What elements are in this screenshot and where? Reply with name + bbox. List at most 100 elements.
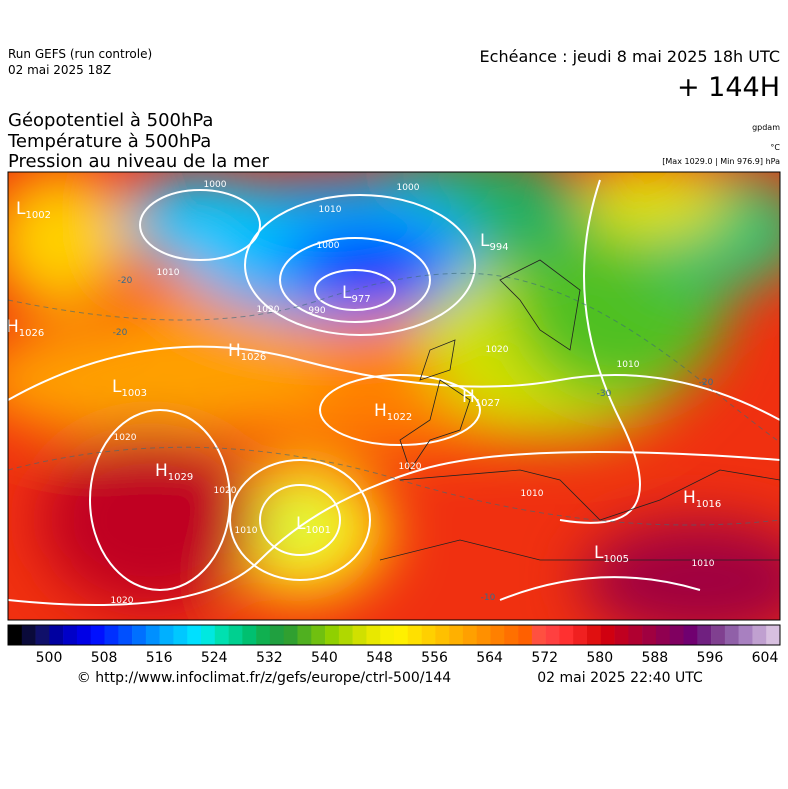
colorbar-swatch bbox=[338, 625, 353, 645]
isobars bbox=[8, 179, 780, 606]
center-kind: H bbox=[155, 461, 168, 481]
pressure-center: L1005 bbox=[594, 543, 629, 565]
pressure-range: [Max 1029.0 | Min 976.9] hPa bbox=[662, 157, 780, 166]
colorbar: 500 508 516 524 532 540 548 556 564 572 580 588 596 6… bbox=[7, 624, 781, 666]
isobar-label: 1010 bbox=[235, 526, 258, 536]
colorbar-swatch bbox=[669, 625, 684, 645]
center-value: 1022 bbox=[387, 412, 412, 423]
center-value: 1001 bbox=[305, 525, 330, 536]
colorbar-swatch bbox=[752, 625, 767, 645]
colorbar-tick-label: 524 bbox=[201, 650, 228, 666]
center-value: 977 bbox=[351, 294, 370, 305]
pressure-center: L1003 bbox=[112, 377, 147, 399]
colorbar-swatch bbox=[683, 625, 698, 645]
colorbar-swatch bbox=[421, 625, 436, 645]
colorbar-swatch bbox=[8, 625, 23, 645]
colorbar-tick-label: 604 bbox=[752, 650, 779, 666]
center-value: 1026 bbox=[19, 328, 44, 339]
colorbar-swatch bbox=[311, 625, 326, 645]
colorbar-tick-label: 500 bbox=[36, 650, 63, 666]
isobar-label: 990 bbox=[308, 306, 325, 316]
colorbar-tick-label: 564 bbox=[476, 650, 503, 666]
center-kind: H bbox=[228, 341, 241, 361]
colorbar-swatch bbox=[697, 625, 712, 645]
center-value: 1026 bbox=[241, 352, 266, 363]
center-value: 1005 bbox=[603, 554, 628, 565]
center-value: 1002 bbox=[25, 210, 50, 221]
center-value: 1016 bbox=[696, 499, 721, 510]
field-name: Pression au niveau de la mer bbox=[8, 151, 270, 172]
pressure-center: H1026 bbox=[228, 341, 266, 363]
run-date: 02 mai 2025 18Z bbox=[8, 63, 111, 77]
colorbar-swatch bbox=[145, 625, 160, 645]
isobar-label: 1010 bbox=[521, 489, 544, 499]
colorbar-swatch bbox=[628, 625, 643, 645]
center-kind: L bbox=[480, 231, 490, 251]
colorbar-swatch bbox=[76, 625, 92, 645]
colorbar-tick-label: 540 bbox=[311, 650, 338, 666]
colorbar-tick-label: 556 bbox=[421, 650, 448, 666]
isotherm-label: -30 bbox=[597, 389, 612, 399]
colorbar-swatch bbox=[545, 625, 560, 645]
colorbar-swatch bbox=[173, 625, 188, 645]
isobar-label: 1010 bbox=[617, 360, 640, 370]
center-kind: L bbox=[342, 283, 352, 303]
colorbar-swatch bbox=[738, 625, 753, 645]
isobar-label: 1010 bbox=[319, 205, 342, 215]
isobar-label: 1020 bbox=[257, 305, 280, 315]
colorbar-swatch bbox=[269, 625, 285, 645]
colorbar-swatch bbox=[256, 625, 271, 645]
isotherm-label: -20 bbox=[113, 328, 128, 338]
map-labels: L1002H1026H1026L1003L977L994H1022H1027H1… bbox=[6, 180, 721, 606]
colorbar-swatch bbox=[600, 625, 615, 645]
pressure-center: L994 bbox=[480, 231, 509, 253]
colorbar-swatch bbox=[518, 625, 533, 645]
colorbar-swatch bbox=[297, 625, 312, 645]
pressure-center: H1029 bbox=[155, 461, 193, 483]
colorbar-swatch bbox=[242, 625, 257, 645]
center-kind: L bbox=[296, 514, 306, 534]
colorbar-frame bbox=[7, 624, 781, 646]
colorbar-swatch bbox=[587, 625, 602, 645]
colorbar-swatch bbox=[283, 625, 298, 645]
generated-time: 02 mai 2025 22:40 UTC bbox=[537, 670, 703, 686]
colorbar-swatch bbox=[449, 625, 464, 645]
center-kind: L bbox=[594, 543, 604, 563]
pressure-center: L1002 bbox=[16, 199, 51, 221]
colorbar-swatch bbox=[132, 625, 147, 645]
pressure-center: H1016 bbox=[683, 488, 721, 510]
center-kind: H bbox=[374, 401, 387, 421]
isobar-label: 1020 bbox=[486, 345, 509, 355]
unit-label: gpdam bbox=[752, 123, 780, 132]
center-kind: L bbox=[112, 377, 122, 397]
colorbar-tick-label: 548 bbox=[366, 650, 393, 666]
isobar-label: 1020 bbox=[214, 486, 237, 496]
colorbar-swatch bbox=[559, 625, 574, 645]
map-frame bbox=[7, 171, 781, 621]
colorbar-tick-label: 532 bbox=[256, 650, 283, 666]
colorbar-swatch bbox=[35, 625, 50, 645]
colorbar-tick-label: 580 bbox=[586, 650, 613, 666]
pressure-center: H1026 bbox=[6, 317, 44, 339]
isotherm-label: -10 bbox=[481, 593, 496, 603]
colorbar-swatch bbox=[614, 625, 629, 645]
center-value: 1027 bbox=[475, 398, 500, 409]
colorbar-swatch bbox=[407, 625, 422, 645]
colorbar-swatch bbox=[159, 625, 174, 645]
colorbar-swatch bbox=[642, 625, 657, 645]
colorbar-swatch bbox=[187, 625, 202, 645]
center-kind: L bbox=[16, 199, 26, 219]
isobar-label: 1020 bbox=[399, 462, 422, 472]
isobar-label: 1020 bbox=[111, 596, 134, 606]
map: L1002H1026H1026L1003L977L994H1022H1027H1… bbox=[6, 172, 780, 620]
colorbar-swatch bbox=[655, 625, 671, 645]
center-kind: H bbox=[683, 488, 696, 508]
colorbar-swatch bbox=[201, 625, 216, 645]
isobar-label: 1000 bbox=[317, 241, 340, 251]
colorbar-swatch bbox=[711, 625, 726, 645]
colorbar-swatch bbox=[490, 625, 505, 645]
center-value: 1029 bbox=[168, 472, 193, 483]
colorbar-tick-label: 516 bbox=[146, 650, 173, 666]
colorbar-swatch bbox=[63, 625, 78, 645]
